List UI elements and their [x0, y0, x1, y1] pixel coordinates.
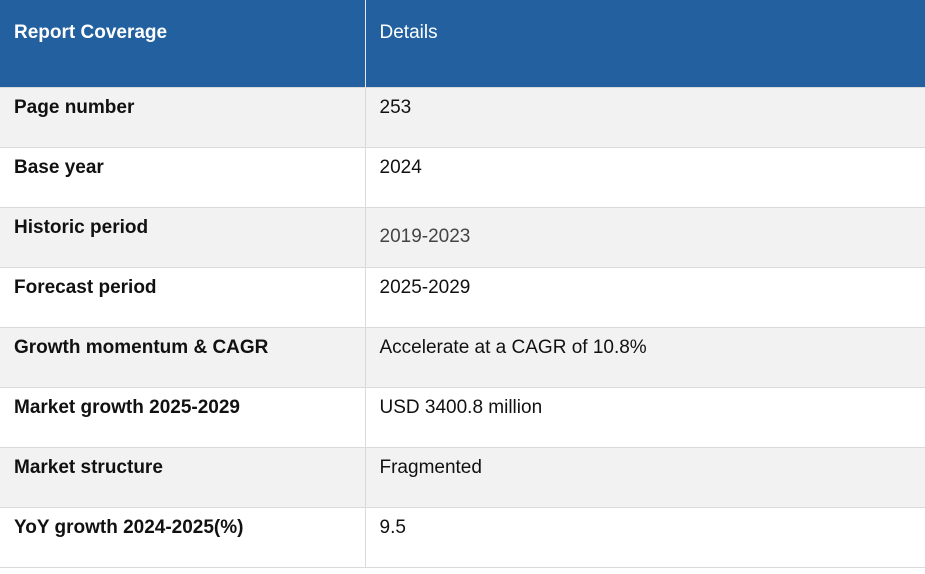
- row-label: Historic period: [0, 206, 366, 267]
- row-label: Forecast period: [0, 266, 366, 327]
- table-header-row: Report Coverage Details: [0, 0, 925, 87]
- column-header-details: Details: [365, 0, 925, 87]
- row-value: Fragmented: [365, 446, 925, 507]
- row-label: YoY growth 2024-2025(%): [0, 506, 366, 568]
- row-label: Base year: [0, 146, 366, 207]
- table-row: Historic period 2019-2023: [0, 206, 925, 267]
- row-value: USD 3400.8 million: [365, 386, 925, 447]
- table-row: Base year 2024: [0, 146, 925, 207]
- table-row: Forecast period 2025-2029: [0, 266, 925, 327]
- row-label: Growth momentum & CAGR: [0, 326, 366, 387]
- row-label: Page number: [0, 86, 366, 147]
- row-value: 253: [365, 86, 925, 147]
- row-label: Market structure: [0, 446, 366, 507]
- table-row: Page number 253: [0, 86, 925, 147]
- row-value: 2019-2023: [365, 206, 925, 267]
- row-value: 2024: [365, 146, 925, 207]
- table-row: Market structure Fragmented: [0, 446, 925, 507]
- table-row: Market growth 2025-2029 USD 3400.8 milli…: [0, 386, 925, 447]
- row-value: Accelerate at a CAGR of 10.8%: [365, 326, 925, 387]
- row-value: 9.5: [365, 506, 925, 568]
- table-row: Growth momentum & CAGR Accelerate at a C…: [0, 326, 925, 387]
- row-label: Market growth 2025-2029: [0, 386, 366, 447]
- table-row: YoY growth 2024-2025(%) 9.5: [0, 506, 925, 568]
- column-header-report-coverage: Report Coverage: [0, 0, 366, 87]
- row-value: 2025-2029: [365, 266, 925, 327]
